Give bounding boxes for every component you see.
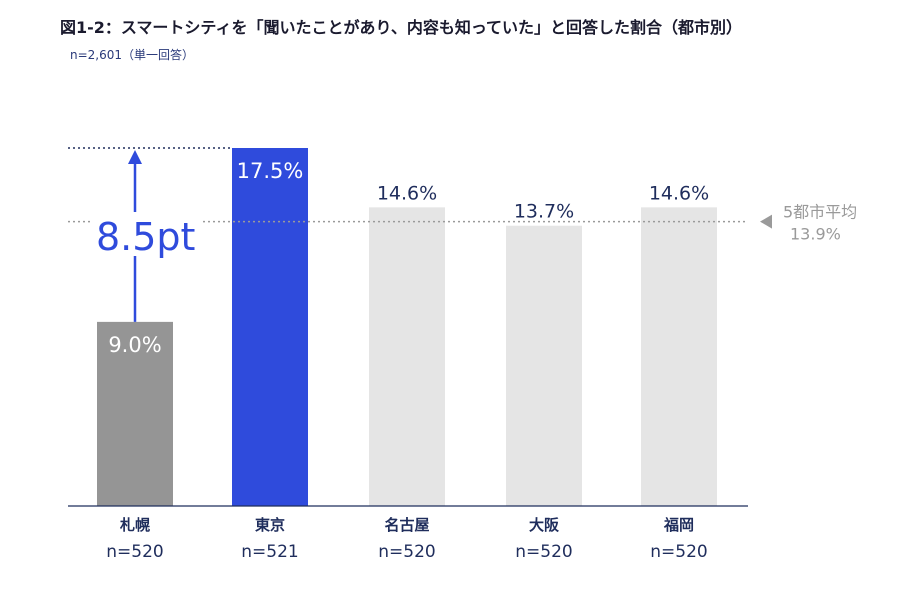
category-label-名古屋: 名古屋 (384, 516, 429, 534)
bar-東京 (232, 148, 308, 506)
category-label-札幌: 札幌 (119, 516, 150, 534)
bar-名古屋 (369, 207, 445, 506)
value-label-名古屋: 14.6% (377, 182, 437, 204)
sample-size-label: n=520 (515, 542, 572, 562)
value-label-大阪: 13.7% (514, 201, 574, 223)
sample-size-label: n=521 (241, 542, 298, 562)
value-label-東京: 17.5% (237, 159, 304, 183)
sample-size-label: n=520 (650, 542, 707, 562)
bar-札幌 (97, 321, 173, 506)
difference-arrow-head (128, 150, 142, 164)
difference-annotation-backdrop (92, 212, 202, 256)
bar-福岡 (641, 207, 717, 506)
category-label-福岡: 福岡 (663, 516, 694, 534)
chart-title: 図1-2：スマートシティを「聞いたことがあり、内容も知っていた」と回答した割合（… (60, 18, 743, 37)
value-label-福岡: 14.6% (649, 182, 709, 204)
difference-annotation: 8.5pt (96, 215, 195, 259)
sample-size-label: n=520 (378, 542, 435, 562)
average-label: 5都市平均 (783, 203, 857, 222)
chart-subtitle: n=2,601（単一回答） (70, 48, 195, 62)
bar-大阪 (506, 225, 582, 507)
value-label-札幌: 9.0% (108, 333, 161, 357)
category-label-大阪: 大阪 (529, 516, 560, 534)
sample-size-label: n=520 (106, 542, 163, 562)
average-value-label: 13.9% (790, 225, 841, 244)
average-marker-icon (760, 214, 772, 229)
category-label-東京: 東京 (255, 516, 285, 534)
